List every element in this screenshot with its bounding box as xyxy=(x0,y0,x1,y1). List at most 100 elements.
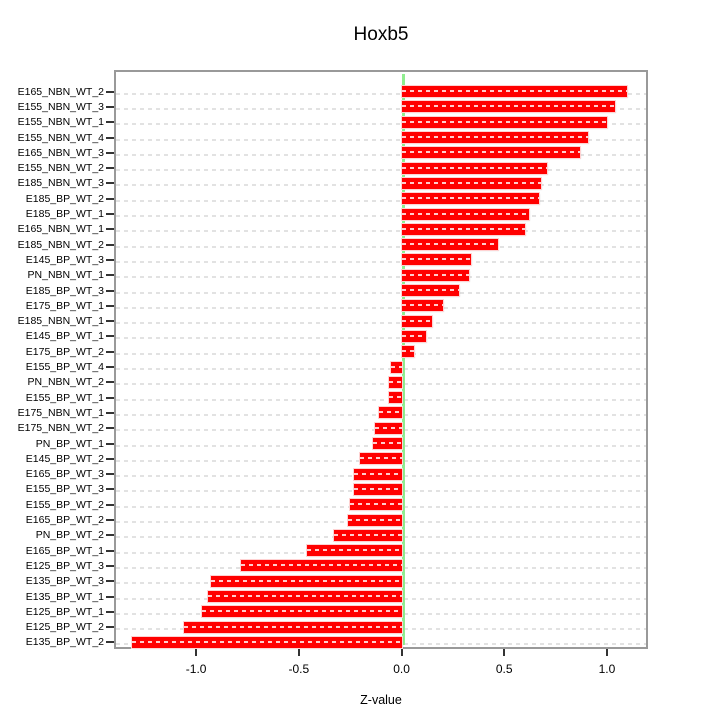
y-tick-label: E165_NBN_WT_2 xyxy=(17,85,104,98)
y-tick-mark xyxy=(106,411,114,414)
y-tick-mark xyxy=(106,427,114,430)
y-tick-mark xyxy=(106,304,114,307)
y-tick-label: E175_BP_WT_2 xyxy=(25,345,104,358)
bar-gridline-overlay xyxy=(241,564,402,567)
bar-gridline-overlay xyxy=(202,610,402,613)
bar-gridline-overlay xyxy=(401,151,581,154)
y-tick-label: E125_BP_WT_3 xyxy=(25,559,104,572)
y-tick-mark xyxy=(106,503,114,506)
gridline xyxy=(116,383,646,386)
bar xyxy=(401,132,589,144)
bar xyxy=(333,529,402,541)
bar xyxy=(348,514,402,526)
bar xyxy=(401,300,443,312)
y-tick-label: PN_BP_WT_2 xyxy=(35,529,104,542)
gridline xyxy=(116,352,646,355)
y-tick-label: E155_NBN_WT_4 xyxy=(17,131,104,144)
bar-gridline-overlay xyxy=(360,457,402,460)
bar-gridline-overlay xyxy=(401,243,499,246)
y-tick-mark xyxy=(106,90,114,93)
bar-gridline-overlay xyxy=(389,380,402,383)
bar xyxy=(208,591,402,603)
gridline xyxy=(116,276,646,279)
y-tick-label: E185_NBN_WT_1 xyxy=(17,315,104,328)
gridline xyxy=(116,398,646,401)
x-tick-mark xyxy=(400,649,403,656)
y-tick-label: E155_BP_WT_4 xyxy=(25,361,104,374)
gridline xyxy=(116,230,646,233)
bar-gridline-overlay xyxy=(348,518,402,521)
bar xyxy=(401,223,525,235)
bar-gridline-overlay xyxy=(354,487,402,490)
y-tick-label: E165_NBN_WT_3 xyxy=(17,146,104,159)
bar-gridline-overlay xyxy=(389,396,402,399)
y-tick-label: E155_NBN_WT_2 xyxy=(17,162,104,175)
y-tick-label: E155_BP_WT_3 xyxy=(25,483,104,496)
bar xyxy=(401,86,628,98)
bar xyxy=(401,208,529,220)
bar-gridline-overlay xyxy=(183,625,402,628)
y-tick-label: E135_BP_WT_2 xyxy=(25,636,104,649)
bar-gridline-overlay xyxy=(401,319,433,322)
gridline xyxy=(116,169,646,172)
x-tick-label: 1.0 xyxy=(598,662,616,676)
y-tick-mark xyxy=(106,580,114,583)
zero-line xyxy=(402,74,406,645)
y-tick-label: PN_BP_WT_1 xyxy=(35,437,104,450)
bar-gridline-overlay xyxy=(132,640,402,643)
bar-gridline-overlay xyxy=(401,227,525,230)
y-tick-label: E185_BP_WT_1 xyxy=(25,208,104,221)
bar xyxy=(401,330,427,342)
bar-gridline-overlay xyxy=(378,411,402,414)
y-tick-label: PN_NBN_WT_2 xyxy=(27,376,104,389)
y-tick-mark xyxy=(106,121,114,124)
y-tick-label: E165_BP_WT_3 xyxy=(25,468,104,481)
bar-gridline-overlay xyxy=(350,503,402,506)
y-tick-mark xyxy=(106,442,114,445)
bar-gridline-overlay xyxy=(401,166,548,169)
bar-gridline-overlay xyxy=(401,120,607,123)
bar xyxy=(183,621,402,633)
gridline xyxy=(116,199,646,202)
bar xyxy=(401,177,542,189)
bar xyxy=(401,162,548,174)
bar xyxy=(378,407,402,419)
bar-gridline-overlay xyxy=(391,365,402,368)
bar-gridline-overlay xyxy=(372,442,402,445)
bar xyxy=(401,254,472,266)
y-tick-mark xyxy=(106,564,114,567)
gridline xyxy=(116,291,646,294)
x-tick-mark xyxy=(605,649,608,656)
gridline xyxy=(116,107,646,110)
y-tick-mark xyxy=(106,182,114,185)
bar xyxy=(401,285,460,297)
bar xyxy=(401,269,470,281)
y-tick-mark xyxy=(106,335,114,338)
bar xyxy=(389,376,402,388)
y-tick-mark xyxy=(106,457,114,460)
bar-gridline-overlay xyxy=(354,472,402,475)
y-tick-mark xyxy=(106,519,114,522)
bar xyxy=(389,392,402,404)
y-tick-label: E175_NBN_WT_2 xyxy=(17,422,104,435)
bar xyxy=(401,346,414,358)
x-tick-label: -1.0 xyxy=(185,662,207,676)
bar-gridline-overlay xyxy=(401,350,414,353)
y-tick-label: E145_BP_WT_1 xyxy=(25,330,104,343)
y-tick-mark xyxy=(106,641,114,644)
y-tick-mark xyxy=(106,151,114,154)
gridline xyxy=(116,153,646,156)
bar xyxy=(354,468,402,480)
x-axis-title: Z-value xyxy=(360,693,402,707)
bar xyxy=(391,361,402,373)
y-tick-label: E165_BP_WT_2 xyxy=(25,514,104,527)
bar-gridline-overlay xyxy=(401,289,460,292)
x-tick-mark xyxy=(503,649,506,656)
y-tick-label: E185_BP_WT_2 xyxy=(25,192,104,205)
gridline xyxy=(116,368,646,371)
gridline xyxy=(116,138,646,141)
x-tick-mark xyxy=(195,649,198,656)
y-tick-mark xyxy=(106,534,114,537)
bar-gridline-overlay xyxy=(401,90,628,93)
y-tick-label: E185_NBN_WT_2 xyxy=(17,238,104,251)
